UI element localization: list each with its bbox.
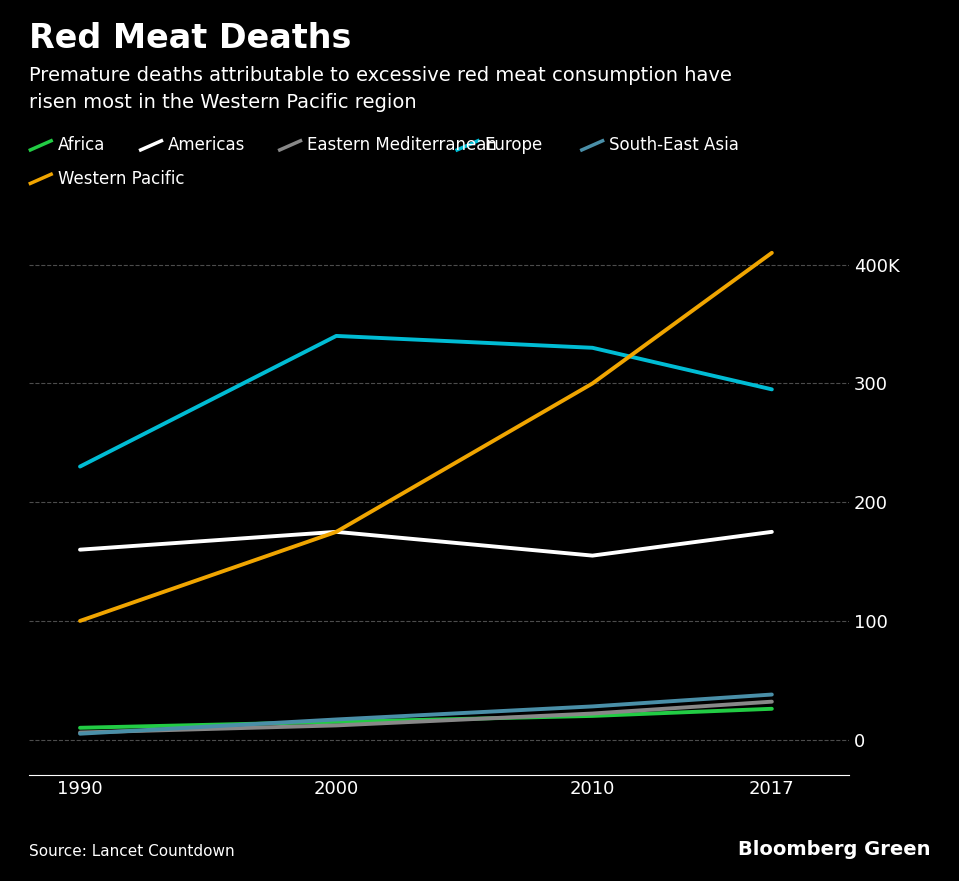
Text: Europe: Europe: [484, 137, 543, 154]
Text: Source: Lancet Countdown: Source: Lancet Countdown: [29, 844, 234, 859]
Text: South-East Asia: South-East Asia: [609, 137, 738, 154]
Text: Red Meat Deaths: Red Meat Deaths: [29, 22, 351, 55]
Text: Americas: Americas: [168, 137, 246, 154]
Text: Premature deaths attributable to excessive red meat consumption have
risen most : Premature deaths attributable to excessi…: [29, 66, 732, 112]
Text: Eastern Mediterranean: Eastern Mediterranean: [307, 137, 497, 154]
Text: Bloomberg Green: Bloomberg Green: [737, 840, 930, 859]
Text: Africa: Africa: [58, 137, 105, 154]
Text: Western Pacific: Western Pacific: [58, 170, 184, 188]
